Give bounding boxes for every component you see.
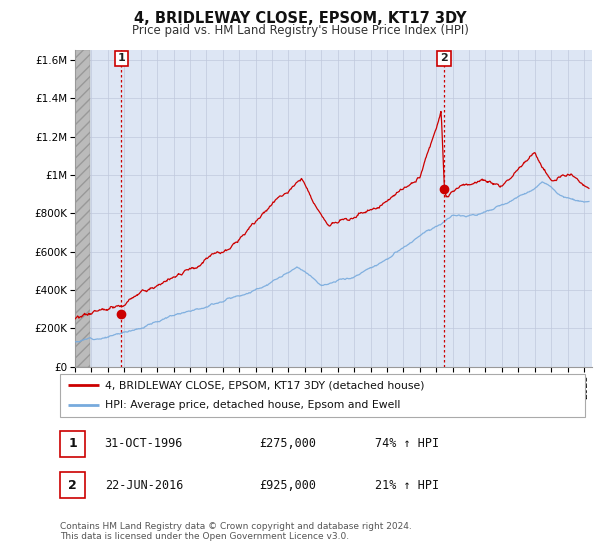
FancyBboxPatch shape [60,472,85,498]
Text: 22-JUN-2016: 22-JUN-2016 [104,479,183,492]
Text: 31-OCT-1996: 31-OCT-1996 [104,437,183,450]
Text: 2: 2 [68,479,77,492]
Text: This data is licensed under the Open Government Licence v3.0.: This data is licensed under the Open Gov… [60,532,349,541]
Bar [75,50,90,367]
Text: 1: 1 [118,53,125,63]
Bar [75,50,90,367]
Text: 21% ↑ HPI: 21% ↑ HPI [375,479,439,492]
Text: 2: 2 [440,53,448,63]
Text: Price paid vs. HM Land Registry's House Price Index (HPI): Price paid vs. HM Land Registry's House … [131,24,469,37]
Text: 74% ↑ HPI: 74% ↑ HPI [375,437,439,450]
Text: 4, BRIDLEWAY CLOSE, EPSOM, KT17 3DY: 4, BRIDLEWAY CLOSE, EPSOM, KT17 3DY [134,11,466,26]
FancyBboxPatch shape [60,374,585,417]
FancyBboxPatch shape [60,431,85,456]
Text: Contains HM Land Registry data © Crown copyright and database right 2024.: Contains HM Land Registry data © Crown c… [60,522,412,531]
Text: £925,000: £925,000 [260,479,317,492]
Text: 4, BRIDLEWAY CLOSE, EPSOM, KT17 3DY (detached house): 4, BRIDLEWAY CLOSE, EPSOM, KT17 3DY (det… [104,380,424,390]
Text: 1: 1 [68,437,77,450]
Text: HPI: Average price, detached house, Epsom and Ewell: HPI: Average price, detached house, Epso… [104,400,400,410]
Text: £275,000: £275,000 [260,437,317,450]
